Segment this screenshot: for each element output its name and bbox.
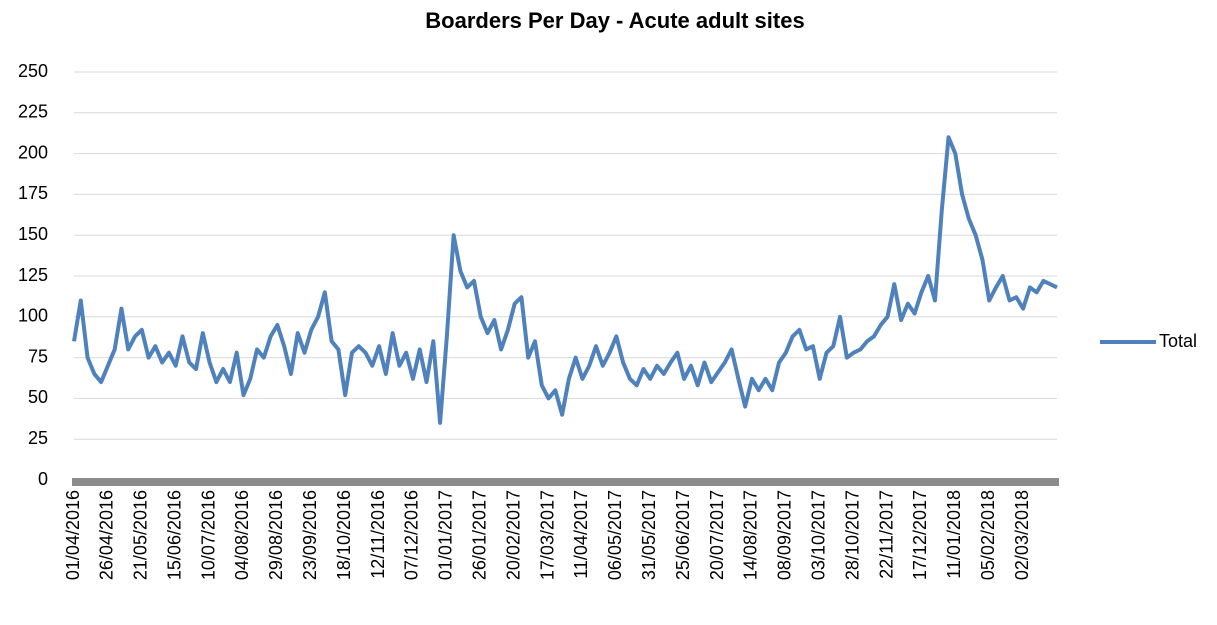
chart-title: Boarders Per Day - Acute adult sites	[425, 8, 804, 33]
x-tick-label: 01/01/2017	[436, 490, 456, 580]
series-line	[72, 135, 1058, 425]
y-tick-label: 25	[28, 428, 48, 448]
x-tick-label: 21/05/2016	[131, 490, 151, 580]
x-tick-label: 03/10/2017	[808, 490, 828, 580]
x-tick-label: 18/10/2016	[334, 490, 354, 580]
y-tick-label: 250	[18, 61, 48, 81]
x-tick-label: 04/08/2016	[232, 490, 252, 580]
x-tick-label: 11/01/2018	[944, 490, 964, 579]
x-tick-label: 07/12/2016	[402, 490, 422, 580]
y-tick-label: 200	[18, 142, 48, 162]
x-tick-label: 05/02/2018	[978, 490, 998, 580]
x-tick-label: 28/10/2017	[842, 490, 862, 580]
x-tick-label: 31/05/2017	[639, 490, 659, 580]
x-tick-label: 20/02/2017	[503, 490, 523, 580]
y-tick-label: 100	[18, 306, 48, 326]
x-tick-label: 11/04/2017	[571, 490, 591, 579]
y-tick-label: 175	[18, 183, 48, 203]
x-tick-label: 20/07/2017	[707, 490, 727, 580]
y-tick-label: 150	[18, 224, 48, 244]
x-tick-label: 06/05/2017	[605, 490, 625, 580]
x-tick-label: 26/04/2016	[97, 490, 117, 580]
x-tick-label: 10/07/2016	[198, 490, 218, 580]
x-tick-label: 15/06/2016	[164, 490, 184, 580]
legend-label: Total	[1159, 331, 1197, 351]
x-axis	[72, 478, 1059, 486]
y-tick-label: 75	[28, 346, 48, 366]
y-tick-label: 0	[38, 469, 48, 489]
x-tick-label: 02/03/2018	[1012, 490, 1032, 580]
y-tick-label: 125	[18, 265, 48, 285]
x-tick-label: 25/06/2017	[673, 490, 693, 580]
y-tick-label: 50	[28, 387, 48, 407]
x-tick-label: 29/08/2016	[266, 490, 286, 580]
y-tick-label: 225	[18, 102, 48, 122]
x-tick-label: 17/03/2017	[537, 490, 557, 580]
x-tick-label: 14/08/2017	[741, 490, 761, 580]
x-tick-label: 22/11/2017	[876, 490, 896, 579]
x-tick-label: 17/12/2017	[910, 490, 930, 580]
x-tick-label: 01/04/2016	[63, 490, 83, 580]
x-tick-label: 26/01/2017	[470, 490, 490, 580]
x-tick-label: 23/09/2016	[300, 490, 320, 580]
x-tick-label: 08/09/2017	[775, 490, 795, 580]
x-tick-label: 12/11/2016	[368, 490, 388, 579]
